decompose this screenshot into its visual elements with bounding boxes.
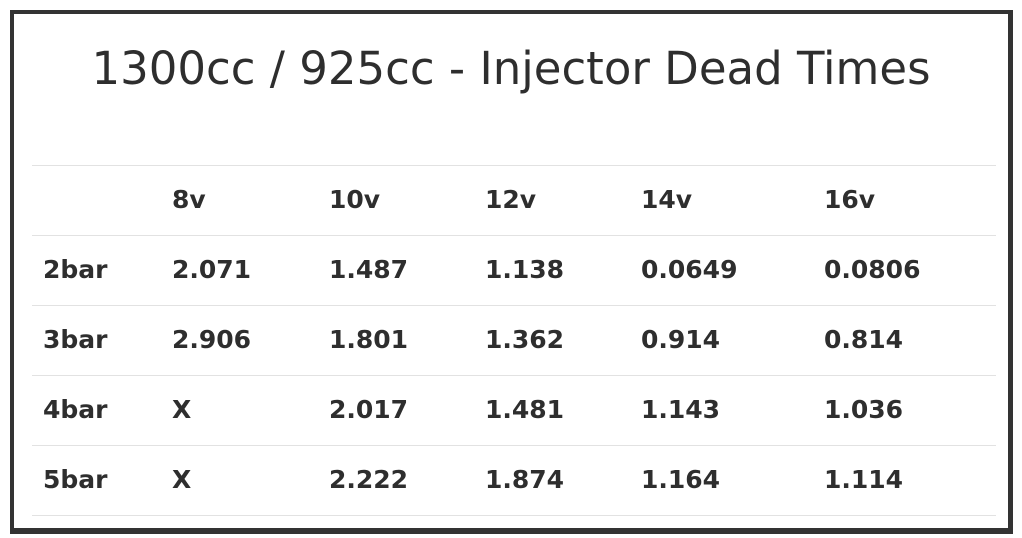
table-cell: 2.222 [329,465,409,494]
column-header: 8v [172,185,206,214]
table-cell: 1.874 [485,465,565,494]
row-divider [32,305,996,306]
table-cell: 1.487 [329,255,409,284]
column-header: 14v [641,185,693,214]
row-header: 2bar [43,255,108,284]
table-cell: 2.071 [172,255,252,284]
row-header: 3bar [43,325,108,354]
row-divider [32,235,996,236]
row-header: 4bar [43,395,108,424]
table-cell: 2.017 [329,395,409,424]
row-divider [32,375,996,376]
table-cell: 1.143 [641,395,721,424]
column-header: 10v [329,185,381,214]
table-card: 1300cc / 925cc - Injector Dead Times 8v 1… [10,10,1013,534]
table-cell: 2.906 [172,325,252,354]
table-cell: 0.0649 [641,255,738,284]
table-cell: 0.814 [824,325,904,354]
table-cell: 1.362 [485,325,565,354]
table-cell: X [172,465,192,494]
table-cell: X [172,395,192,424]
table-cell: 1.164 [641,465,721,494]
row-divider [32,445,996,446]
column-header: 16v [824,185,876,214]
table-cell: 0.0806 [824,255,921,284]
row-divider [32,165,996,166]
table-cell: 1.801 [329,325,409,354]
table-cell: 1.481 [485,395,565,424]
row-divider [32,515,996,516]
title: 1300cc / 925cc - Injector Dead Times [91,42,931,95]
table-cell: 1.138 [485,255,565,284]
table-cell: 0.914 [641,325,721,354]
table-cell: 1.114 [824,465,904,494]
table-cell: 1.036 [824,395,904,424]
column-header: 12v [485,185,537,214]
row-header: 5bar [43,465,108,494]
